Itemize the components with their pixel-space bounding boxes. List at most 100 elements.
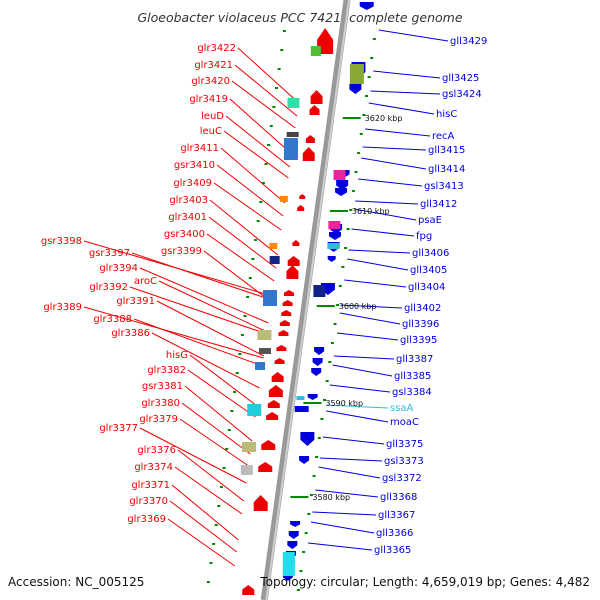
left-gene-label: aroC (134, 276, 157, 287)
tick-mark (351, 190, 355, 192)
tick-mark (256, 220, 260, 222)
reverse-gene-arrow (307, 394, 318, 400)
annotation-box (279, 196, 288, 202)
right-gene-label: gll3405 (410, 265, 447, 276)
left-leader-line (209, 199, 279, 256)
scale-label: 3580 kbp (312, 493, 350, 502)
annotation-box (242, 442, 257, 452)
tick-mark (282, 30, 286, 32)
right-leader-line (332, 364, 393, 377)
left-gene-label: glr3389 (43, 302, 82, 313)
tick-mark (357, 152, 361, 154)
right-leader-line (365, 128, 431, 137)
right-gene-label: gll3402 (404, 303, 441, 314)
left-gene-label: glr3377 (99, 423, 138, 434)
left-leader-line (179, 418, 249, 467)
right-gene-label: gll3425 (442, 73, 479, 84)
tick-mark (269, 125, 273, 127)
scale-label: 3610 kbp (352, 207, 390, 216)
tick-mark (338, 285, 342, 287)
forward-gene-arrow (253, 495, 268, 511)
left-gene-label: glr3370 (129, 496, 168, 507)
tick-mark (344, 247, 348, 249)
forward-gene-arrow (305, 135, 315, 143)
right-leader-line (310, 521, 375, 534)
forward-gene-arrow (258, 462, 273, 472)
left-gene-label: gsr3398 (41, 236, 82, 247)
forward-gene-arrow (310, 90, 323, 104)
left-leader-line (171, 484, 239, 541)
left-leader-line (187, 369, 256, 418)
right-leader-line (370, 90, 441, 95)
right-gene-label: gll3406 (412, 248, 449, 259)
annotation-box (262, 290, 277, 306)
right-gene-label: gsl3372 (382, 473, 422, 484)
left-leader-line (129, 286, 268, 335)
tick-mark (325, 380, 329, 382)
tick-mark (372, 38, 376, 40)
reverse-gene-arrow (287, 541, 298, 549)
tick-mark (238, 353, 242, 355)
tick-mark (206, 581, 210, 583)
left-leader-line (189, 354, 258, 407)
annotation-box (258, 348, 271, 354)
left-gene-label: leuD (201, 111, 224, 122)
left-gene-label: glr3380 (141, 398, 180, 409)
right-leader-line (340, 304, 403, 309)
tick-mark (302, 551, 306, 553)
left-gene-labels: glr3422 glr3421 glr3420 glr3419 leuD leuC glr3… (41, 43, 236, 525)
right-gene-label: gll3429 (450, 36, 487, 47)
tick-mark (328, 361, 332, 363)
annotation-box (287, 98, 300, 108)
forward-gene-arrow (283, 290, 294, 296)
tick-mark (217, 505, 221, 507)
reverse-gene-arrow (311, 368, 322, 376)
left-gene-label: gsr3410 (174, 160, 215, 171)
reverse-gene-arrow (327, 256, 336, 262)
tick-mark (359, 133, 363, 135)
left-gene-label: glr3369 (127, 514, 166, 525)
reverse-gene-arrow (290, 521, 301, 527)
left-gene-label: glr3391 (116, 296, 155, 307)
forward-gene-arrow (242, 585, 255, 595)
label-leader-lines (83, 29, 449, 567)
right-leader-line (312, 511, 377, 516)
tick-mark (304, 532, 308, 534)
left-gene-label: glr3388 (93, 314, 132, 325)
gene-features (240, 2, 374, 595)
right-leader-line (355, 200, 419, 205)
right-leader-line (347, 258, 409, 271)
right-leader-line (327, 404, 389, 409)
left-leader-line (206, 233, 275, 282)
tick-mark (341, 266, 345, 268)
tick-mark (364, 95, 368, 97)
left-gene-label: leuC (200, 126, 222, 137)
right-leader-line (378, 29, 449, 42)
left-gene-label: gsr3381 (142, 381, 183, 392)
left-leader-line (131, 252, 272, 301)
right-leader-line (326, 410, 389, 423)
tick-mark (209, 562, 213, 564)
rna-feature (294, 406, 309, 412)
right-gene-label: gsl3424 (442, 89, 482, 100)
left-leader-line (151, 332, 260, 389)
forward-gene-arrow (276, 345, 287, 351)
forward-gene-arrow (309, 105, 320, 115)
tick-mark (362, 114, 366, 116)
left-leader-line (167, 518, 236, 567)
left-gene-label: glr3376 (137, 445, 176, 456)
left-gene-label: glr3422 (197, 43, 236, 54)
right-gene-label: gll3395 (400, 335, 437, 346)
forward-gene-arrow (292, 240, 300, 246)
left-leader-line (229, 98, 293, 155)
reverse-gene-arrow (299, 456, 310, 464)
tick-mark (277, 68, 281, 70)
annotation-box (286, 132, 299, 137)
right-gene-label: gll3412 (420, 199, 457, 210)
forward-gene-arrow (286, 265, 299, 279)
tick-mark (312, 475, 316, 477)
right-leader-line (319, 457, 383, 462)
tick-marks (206, 30, 376, 591)
right-gene-labels: gll3429 gll3425 gsl3424 hisC recA gll3415 gll3… (374, 36, 487, 556)
tick-mark (246, 296, 250, 298)
